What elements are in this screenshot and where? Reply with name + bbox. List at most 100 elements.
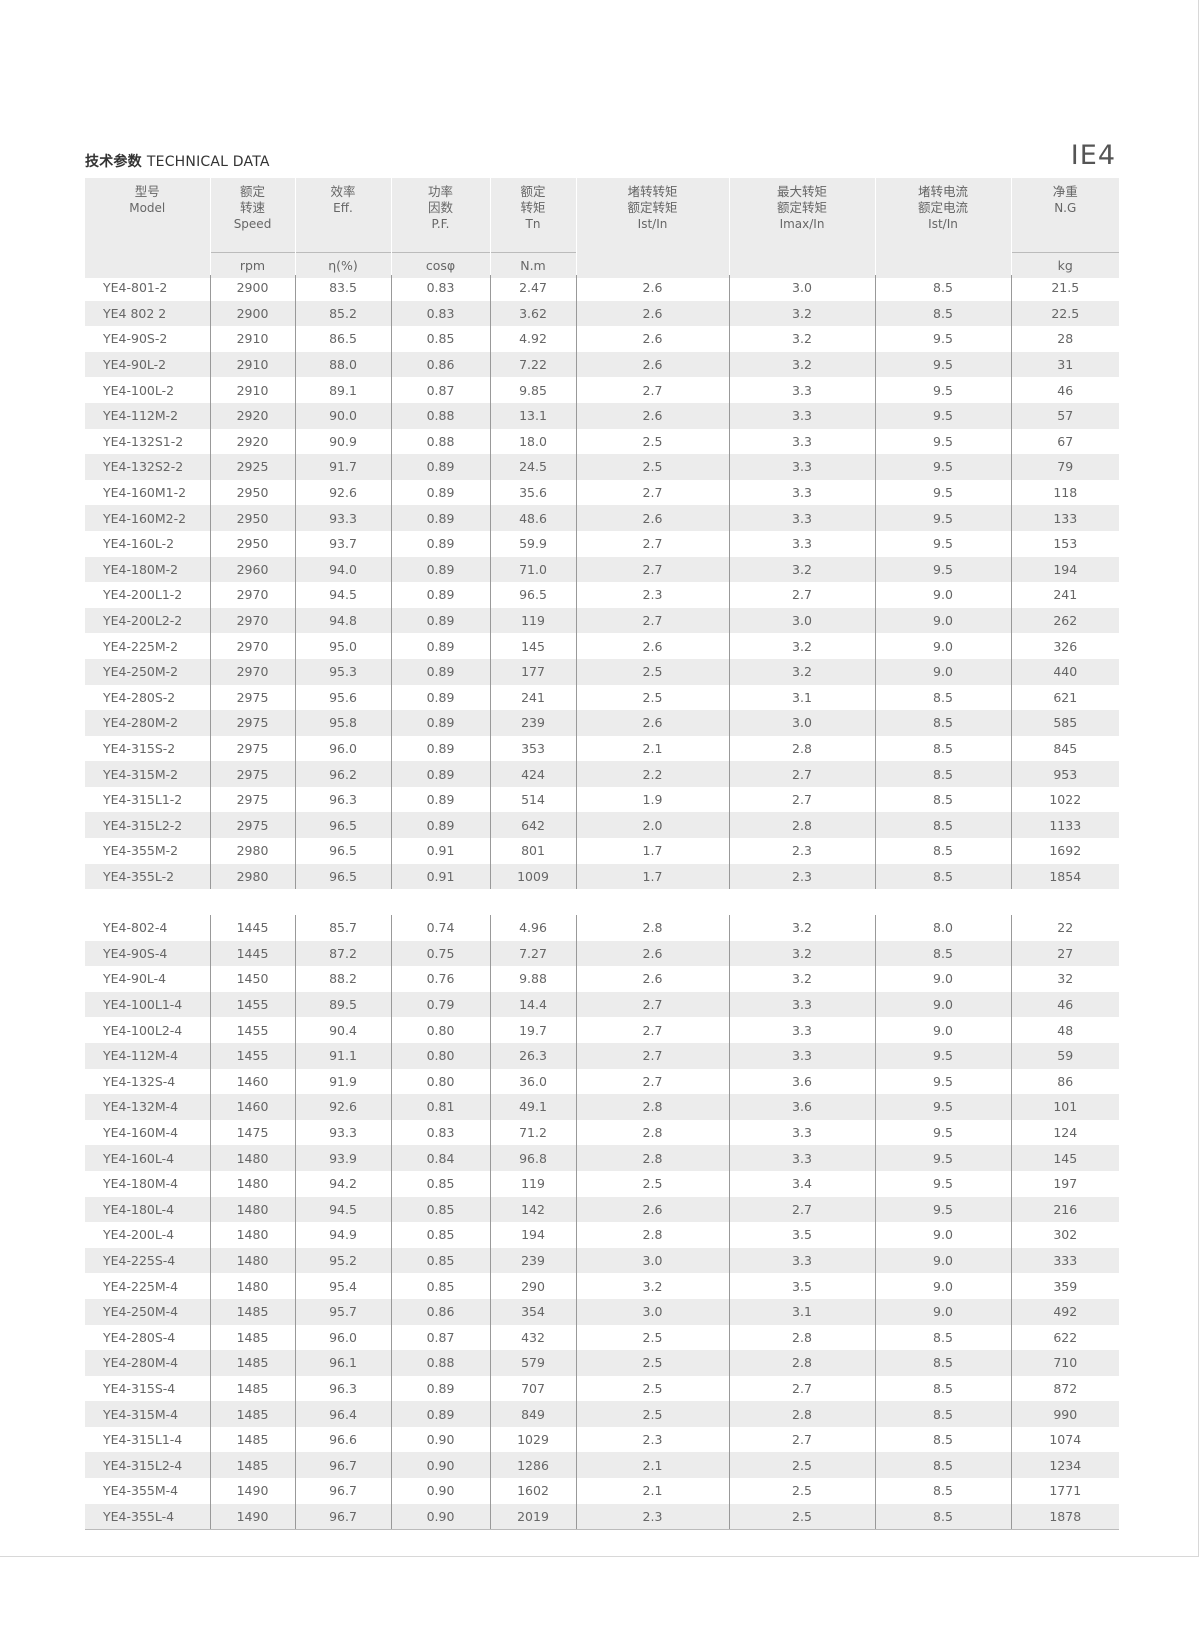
value-cell: 1485 [209,1375,295,1402]
value-cell: 0.85 [390,1170,490,1197]
value-cell: 177 [489,658,576,685]
value-cell: 1485 [209,1324,295,1351]
value-cell: 1029 [489,1426,576,1453]
value-cell: 2.7 [575,991,729,1018]
value-cell: 2.6 [575,710,729,736]
value-cell: 621 [1010,684,1119,711]
value-cell: 1133 [1010,812,1119,839]
value-cell: 3.3 [728,1247,875,1274]
value-cell: 0.89 [390,556,490,583]
value-cell: 1485 [209,1452,295,1479]
value-cell: 88.0 [294,351,391,378]
value-cell: 2.7 [575,479,729,506]
value-cell: 424 [489,761,576,787]
value-cell: 48.6 [489,505,576,531]
value-cell: 0.85 [390,1222,490,1248]
column-header-en: Eff. [333,201,353,215]
value-cell: 9.5 [874,402,1011,429]
value-cell: 94.9 [294,1222,391,1248]
table-row: YE4 802 2 2900 85.2 0.83 3.62 2.6 3.2 8.5 22.5 [85,300,1119,327]
value-cell: 95.8 [294,710,391,736]
value-cell: 3.6 [728,1068,875,1095]
title-cn: 技术参数 [85,154,142,170]
value-cell: 0.81 [390,1094,490,1120]
value-cell: 9.5 [874,1170,1011,1197]
value-cell: 801 [489,838,576,864]
column-header-en: N.G [1054,201,1077,215]
value-cell: 0.90 [390,1426,490,1453]
table-row: YE4-802-4 1445 85.7 0.74 4.96 2.8 3.2 8.0 22 [85,915,1119,941]
value-cell: 3.3 [728,1119,875,1146]
value-cell: 96.7 [294,1503,391,1530]
value-cell: 2.8 [728,735,875,762]
value-cell: 8.5 [874,710,1011,736]
value-cell: 0.86 [390,351,490,378]
value-cell: 2.6 [575,1196,729,1223]
model-cell: YE4-250M-4 [85,1298,210,1325]
value-cell: 0.89 [390,1401,490,1427]
value-cell: 2920 [209,428,295,455]
value-cell: 96.5 [294,838,391,864]
value-cell: 2.47 [489,275,576,301]
value-cell: 8.5 [874,1401,1011,1427]
model-cell: YE4-802-4 [103,920,168,936]
table-row: YE4-100L2-4 1455 90.4 0.80 19.7 2.7 3.3 9.0 48 [85,1017,1119,1043]
value-cell: 2.1 [575,1478,729,1504]
value-cell: 622 [1010,1324,1119,1351]
value-cell: 2.8 [728,1401,875,1427]
value-cell: 2.0 [575,812,729,839]
value-cell: 3.0 [728,275,875,301]
value-cell: 0.75 [390,940,490,967]
value-cell: 1480 [209,1222,295,1248]
value-cell: 3.2 [728,351,875,378]
model-cell: YE4-315M-4 [85,1401,210,1427]
value-cell: 0.89 [390,582,490,608]
value-cell: 3.4 [728,1170,875,1197]
value-cell: 9.5 [874,530,1011,557]
value-cell: 241 [1010,582,1119,608]
model-cell: YE4-355M-2 [103,843,179,859]
value-cell: 2910 [209,351,295,378]
column-unit: kg [1010,252,1119,278]
value-cell: 91.7 [294,454,391,480]
table-row: YE4-355M-2 2980 96.5 0.91 801 1.7 2.3 8.5 1692 [85,838,1119,864]
value-cell: 0.83 [390,275,490,301]
table-row: YE4-315S-4 1485 96.3 0.89 707 2.5 2.7 8.5 872 [85,1375,1119,1402]
value-cell: 1455 [209,1017,295,1043]
value-cell: 707 [489,1375,576,1402]
table-row: YE4-90L-2 2910 88.0 0.86 7.22 2.6 3.2 9.5 31 [85,351,1119,378]
value-cell: 2.8 [575,1094,729,1120]
model-cell: YE4-160M2-2 [85,505,210,531]
value-cell: 9.0 [874,966,1011,992]
value-cell: 2975 [209,710,295,736]
table-row: YE4-355M-4 1490 96.7 0.90 1602 2.1 2.5 8.5 1771 [85,1478,1119,1504]
value-cell: 153 [1010,530,1119,557]
table-row: YE4-315L1-4 1485 96.6 0.90 1029 2.3 2.7 8.5 1074 [85,1426,1119,1453]
value-cell: 2910 [209,377,295,403]
value-cell: 2.7 [575,530,729,557]
value-cell: 1022 [1010,786,1119,813]
value-cell: 94.8 [294,607,391,634]
value-cell: 8.5 [874,1426,1011,1453]
value-cell: 3.3 [728,1017,875,1043]
table-row: YE4-315M-4 1485 96.4 0.89 849 2.5 2.8 8.5 990 [85,1401,1119,1427]
table-row: YE4-132S2-2 2925 91.7 0.89 24.5 2.5 3.3 9.5 79 [85,454,1119,480]
value-cell: 2.1 [575,735,729,762]
value-cell: 2970 [209,658,295,685]
value-cell: 7.27 [489,940,576,967]
value-cell: 2.8 [728,812,875,839]
model-cell: YE4-100L1-4 [85,991,210,1018]
value-cell: 3.2 [728,658,875,685]
value-cell: 1455 [209,991,295,1018]
value-cell: 96.8 [489,1145,576,1171]
value-cell: 9.5 [874,454,1011,480]
value-cell: 1450 [209,966,295,992]
column-header-en: Model [129,201,166,215]
value-cell: 2.8 [575,1145,729,1171]
table-row: YE4-225M-4 1480 95.4 0.85 290 3.2 3.5 9.0 359 [85,1273,1119,1299]
model-cell: YE4-160M-4 [103,1125,179,1141]
value-cell: 1878 [1010,1503,1119,1530]
value-cell: 0.85 [390,326,490,352]
value-cell: 0.88 [390,428,490,455]
column-header: 功率 因数 P.F. [390,178,490,253]
